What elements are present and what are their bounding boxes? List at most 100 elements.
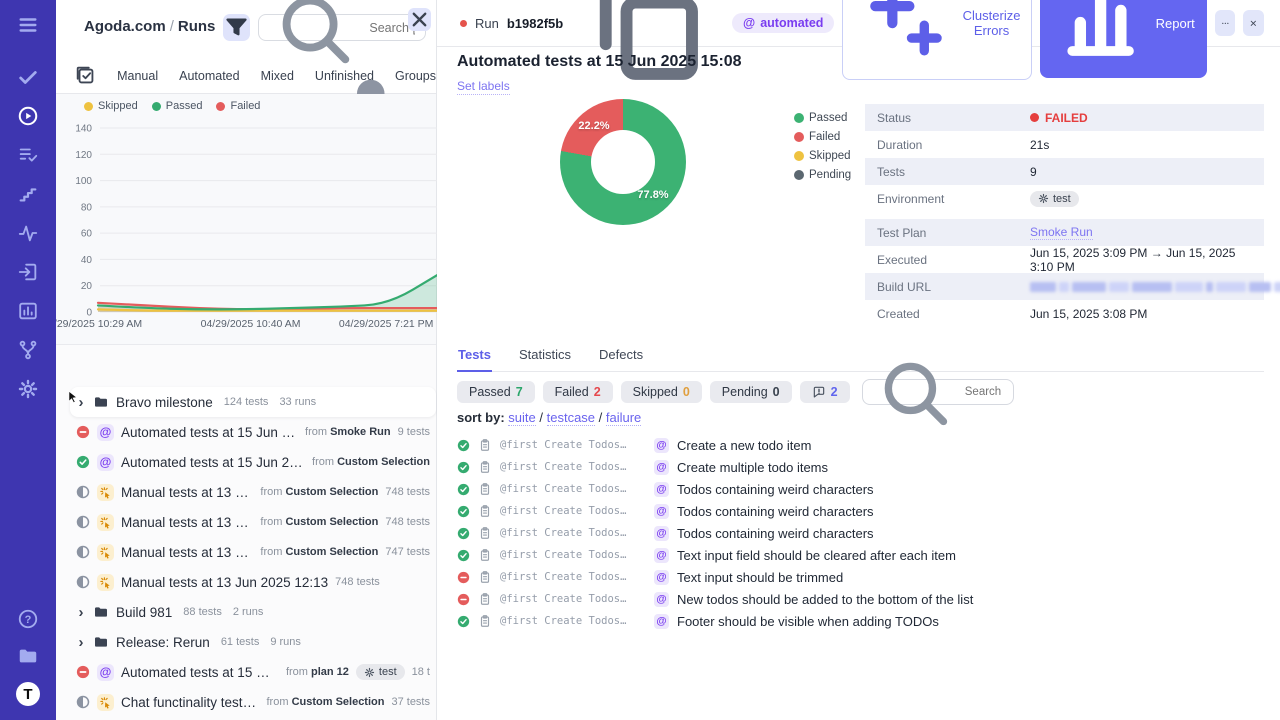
test-row[interactable]: @first Create Todos… @ Text input should b… [457,566,973,588]
run-row[interactable]: @ Automated tests at 15 Jun 2025 15:08 fro… [56,417,436,447]
report-button[interactable]: Report [1040,0,1207,78]
runs-search-input[interactable] [367,19,417,36]
legend-item-passed[interactable]: Passed [151,100,202,112]
more-button[interactable] [1214,10,1236,36]
set-labels-link[interactable]: Set labels [457,79,510,95]
detail-value: Jun 15, 2025 3:08 PM [1030,306,1148,321]
filter-button[interactable] [223,14,251,41]
check-icon[interactable] [17,66,39,88]
breadcrumb-project[interactable]: Agoda.com [84,18,166,35]
test-plan-link[interactable]: Smoke Run [1030,225,1093,240]
folder-icon [93,634,109,650]
filter-label: Passed [469,385,511,399]
clusterize-errors-button[interactable]: Clusterize Errors [842,0,1033,81]
breadcrumb-separator: / [169,18,174,35]
legend-item-skipped[interactable]: Skipped [84,100,138,112]
sort-suite[interactable]: suite [508,410,536,426]
group-title: Bravo milestone [116,394,213,410]
filter-skipped[interactable]: Skipped 0 [620,381,702,403]
tab-statistics[interactable]: Statistics [519,347,572,362]
runs-search[interactable] [258,0,426,63]
play-circle-icon[interactable] [17,105,39,127]
automated-at-icon: @ [654,503,669,519]
runs-group-row[interactable]: › Release: Rerun 61 tests 9 runs [56,627,436,657]
run-title: Manual tests at 13 Jun 2025 12:16 [121,514,253,530]
select-all-icon[interactable] [74,64,96,86]
donut-legend-failed[interactable]: Failed [794,131,851,143]
run-row[interactable]: Manual tests at 13 Jun 2025 12:13 from Cu… [56,537,436,567]
chevron-right-icon[interactable]: › [78,603,84,621]
test-row[interactable]: @first Create Todos… @ Text input field sh… [457,544,973,566]
detail-label: Environment [877,191,945,206]
tab-tests[interactable]: Tests [457,345,492,372]
folder-tray-icon[interactable] [17,645,39,667]
runs-tab-manual[interactable]: Manual [117,68,159,83]
filter-pending[interactable]: Pending 0 [709,381,792,403]
chevron-right-icon[interactable]: › [78,633,84,651]
run-row[interactable]: @ Automated tests at 15 May 2025 12:32 fro… [56,657,436,687]
runs-tab-unfinished[interactable]: Unfinished [314,68,374,83]
activity-icon[interactable] [17,222,39,244]
filter-passed[interactable]: Passed 7 [457,381,535,403]
test-status-passed-icon [457,615,470,628]
run-row[interactable]: Manual tests at 13 Jun 2025 12:13 748 tes… [56,567,436,597]
mouse-cursor-icon [66,389,80,405]
run-title: Chat functinality test Copy [121,694,260,710]
sort-failure[interactable]: failure [605,410,642,426]
filter-count: 0 [682,385,690,399]
run-row[interactable]: Manual tests at 13 Jun 2025 12:17 from Cu… [56,477,436,507]
filter-failed[interactable]: Failed 2 [542,381,613,403]
more-icon [1221,19,1230,28]
test-status-passed-icon [457,439,470,452]
donut-legend-pending[interactable]: Pending [794,169,851,181]
detail-label: Tests [877,164,906,179]
test-row[interactable]: @first Create Todos… @ Todos containing we… [457,500,973,522]
donut-legend-skipped[interactable]: Skipped [794,150,851,162]
gear-icon[interactable] [17,378,39,400]
run-source: from Custom Selection [260,546,379,558]
test-row[interactable]: @first Create Todos… @ Todos containing we… [457,478,973,500]
steps-icon[interactable] [17,183,39,205]
close-run-button[interactable] [1243,10,1264,36]
bar-chart-icon[interactable] [17,300,39,322]
manual-run-icon [97,543,114,561]
test-row[interactable]: @first Create Todos… @ Create a new todo i… [457,434,973,456]
help-icon[interactable]: ? [17,608,39,630]
sort-separator: / [595,410,606,425]
runs-tab-mixed[interactable]: Mixed [260,68,294,83]
menu-icon[interactable] [17,14,39,36]
list-check-icon[interactable] [17,144,39,166]
runs-tab-groups[interactable]: Groups [395,68,436,83]
test-row[interactable]: @first Create Todos… @ Create multiple tod… [457,456,973,478]
test-row[interactable]: @first Create Todos… @ Todos containing we… [457,522,973,544]
tab-defects[interactable]: Defects [599,347,644,362]
chevron-right-icon[interactable]: › [78,393,84,411]
run-type-badge[interactable]: @ automated [732,13,835,33]
panel-close-button[interactable] [408,8,431,31]
legend-item-failed[interactable]: Failed [216,100,260,112]
copy-icon[interactable] [573,0,716,94]
donut-legend-passed[interactable]: Passed [794,112,851,124]
run-row[interactable]: @ Automated tests at 15 Jun 2025 15:01 fro… [56,447,436,477]
run-row[interactable]: Manual tests at 13 Jun 2025 12:16 from Cu… [56,507,436,537]
filter-comments[interactable]: 2 [799,381,850,403]
branch-icon[interactable] [17,339,39,361]
legend-label: Skipped [809,150,851,162]
tests-search[interactable] [861,362,1014,426]
run-title: Manual tests at 13 Jun 2025 12:13 [121,544,253,560]
environment-pill-label: test [378,666,397,678]
run-row[interactable]: Chat functinality test Copy from Custom S… [56,687,436,717]
runs-group-row[interactable]: › Bravo milestone 124 tests 33 runs [70,387,436,417]
test-title: Todos containing weird characters [677,525,874,541]
sort-testcase[interactable]: testcase [546,410,596,426]
tests-search-input[interactable] [962,385,1006,399]
test-row[interactable]: @first Create Todos… @ New todos should be… [457,588,973,610]
run-meta: 9 tests [397,426,430,438]
test-row[interactable]: @first Create Todos… @ Footer should be vi… [457,610,973,632]
import-icon[interactable] [17,261,39,283]
app-logo[interactable]: T [16,682,40,706]
svg-text:0: 0 [86,308,92,319]
runs-group-row[interactable]: › Build 981 88 tests 2 runs [56,597,436,627]
legend-dot [151,101,161,111]
runs-tab-automated[interactable]: Automated [179,68,240,83]
